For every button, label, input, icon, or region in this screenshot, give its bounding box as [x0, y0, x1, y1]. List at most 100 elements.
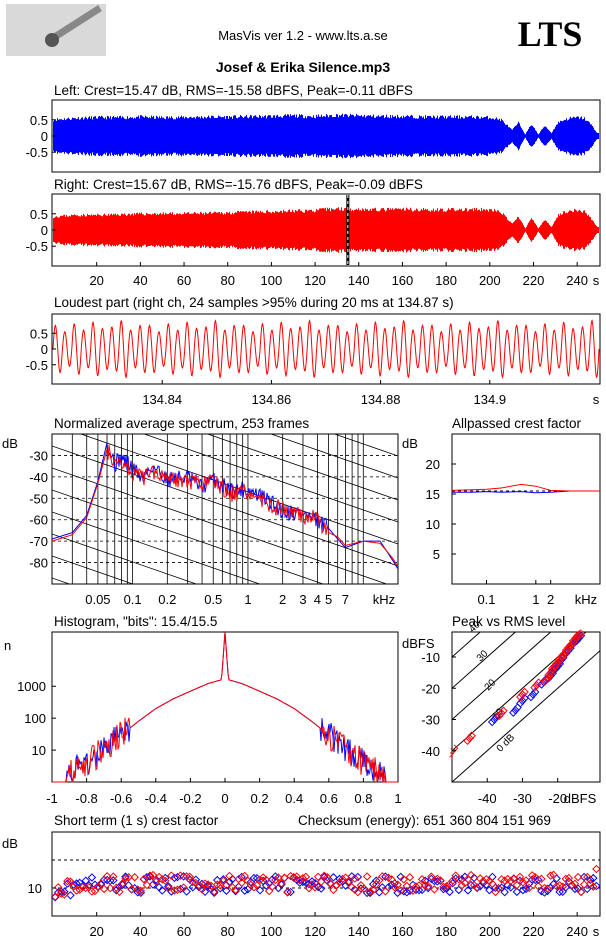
xtick-label: 0.1: [124, 592, 142, 607]
peak-rms-point: [465, 734, 474, 743]
spectrum-slope: [52, 555, 134, 584]
xtick-label: 2: [547, 592, 554, 607]
crest-point: [209, 887, 219, 896]
crest-point: [543, 884, 552, 893]
crest-point: [589, 882, 598, 891]
crest-point: [323, 872, 332, 882]
ytick-label: 5: [433, 547, 440, 562]
xtick-label: 120: [304, 273, 326, 288]
file-title: Josef & Erika Silence.mp3: [216, 59, 391, 75]
crest-point: [154, 872, 164, 882]
crest-point: [423, 881, 433, 891]
histogram-ylabel: n: [4, 638, 11, 653]
crest-point: [332, 880, 341, 890]
peak-rms-point: [551, 661, 560, 670]
crest-point: [164, 883, 173, 893]
crest-point: [347, 882, 357, 892]
crest-point: [280, 873, 289, 883]
crest-point: [225, 877, 234, 887]
ytick-label: 0.5: [30, 326, 48, 341]
peak-rms-point: [546, 668, 555, 677]
peak-rms-point: [553, 659, 562, 668]
crest-point: [537, 886, 546, 896]
crest-point: [277, 880, 286, 889]
crest-point: [255, 875, 265, 885]
xtick-unit: s: [593, 273, 600, 288]
xtick-unit: kHz: [575, 592, 597, 607]
crest-point: [524, 883, 534, 893]
spectrum-title: Normalized average spectrum, 253 frames: [54, 416, 309, 431]
xtick-label: 160: [392, 924, 414, 939]
peak-rms-point: [490, 715, 499, 724]
crest-point: [139, 874, 149, 884]
crest-panel: Short term (1 s) crest factor Checksum (…: [2, 813, 601, 939]
wrench-head: [45, 33, 59, 47]
crest-point: [393, 888, 402, 898]
app-title: MasVis ver 1.2 - www.lts.a.se: [218, 28, 388, 43]
xtick-label: -0.2: [179, 791, 201, 806]
loudest-line: [52, 319, 600, 379]
crest-point: [549, 879, 558, 889]
peak-rms-point: [516, 699, 525, 708]
ytick-label: -20: [421, 681, 440, 696]
crest-point: [537, 874, 546, 884]
crest-point: [118, 879, 127, 888]
xtick-label: 134.86: [252, 392, 292, 407]
xtick-label: 20: [89, 273, 103, 288]
peak-rms-point: [520, 687, 529, 697]
peak-rms-point: [558, 652, 567, 661]
crest-point: [549, 870, 558, 880]
ytick-label: -40: [421, 744, 440, 759]
crest-point: [60, 887, 69, 897]
xtick-label: 3: [299, 592, 306, 607]
crest-point: [558, 882, 567, 891]
xtick-label: 60: [177, 273, 191, 288]
crest-title: Short term (1 s) crest factor: [54, 813, 219, 828]
xtick-unit: s: [593, 392, 600, 407]
crest-point: [212, 875, 222, 885]
spectrum-slope: [52, 292, 398, 412]
crest-point: [66, 877, 75, 886]
crest-point: [368, 885, 378, 895]
xtick-label: 80: [220, 273, 234, 288]
crest-point: [118, 880, 127, 890]
xtick-label: 100: [261, 273, 283, 288]
left-title: Left: Crest=15.47 dB, RMS=-15.58 dBFS, P…: [54, 83, 413, 98]
peak-rms-point: [528, 690, 538, 699]
peak-rms-point: [526, 692, 536, 702]
spectrum-slope: [333, 434, 398, 457]
xtick-label: 140: [348, 924, 370, 939]
crest-point: [185, 875, 194, 884]
xtick-label: 0.2: [158, 592, 176, 607]
ytick-label: 10: [28, 881, 42, 896]
xtick-label: -0.6: [110, 791, 132, 806]
peak-rms-point: [463, 736, 472, 745]
crest-point: [222, 880, 231, 890]
crest-point: [316, 884, 326, 893]
xtick-label: 4: [314, 592, 321, 607]
crest-point: [252, 874, 262, 883]
loudest-title: Loudest part (right ch, 24 samples >95% …: [54, 295, 454, 310]
crest-point: [329, 873, 338, 882]
xtick-label: 220: [523, 273, 545, 288]
histogram-frame: [51, 631, 399, 783]
crest-point: [479, 876, 488, 886]
crest-point: [442, 882, 451, 891]
xtick-label: 40: [133, 273, 147, 288]
crest-point: [408, 880, 418, 890]
histogram-title: Histogram, "bits": 15.4/15.5: [54, 614, 217, 629]
crest-point: [469, 880, 479, 890]
ytick-label: 0.5: [30, 113, 48, 128]
crest-point: [283, 887, 292, 897]
crest-point: [246, 880, 256, 890]
xtick-label: 200: [479, 924, 501, 939]
crest-point: [237, 878, 246, 888]
ytick-label: 0: [41, 223, 48, 238]
crest-point: [509, 874, 519, 884]
peak-rms-point: [487, 717, 497, 727]
crest-point: [485, 877, 494, 886]
peak-rms-ylabel: dBFS: [402, 636, 435, 651]
peak-rms-diag: [452, 650, 600, 782]
loudest-panel: Loudest part (right ch, 24 samples >95% …: [26, 295, 601, 407]
spectrum-slope: [52, 489, 325, 584]
